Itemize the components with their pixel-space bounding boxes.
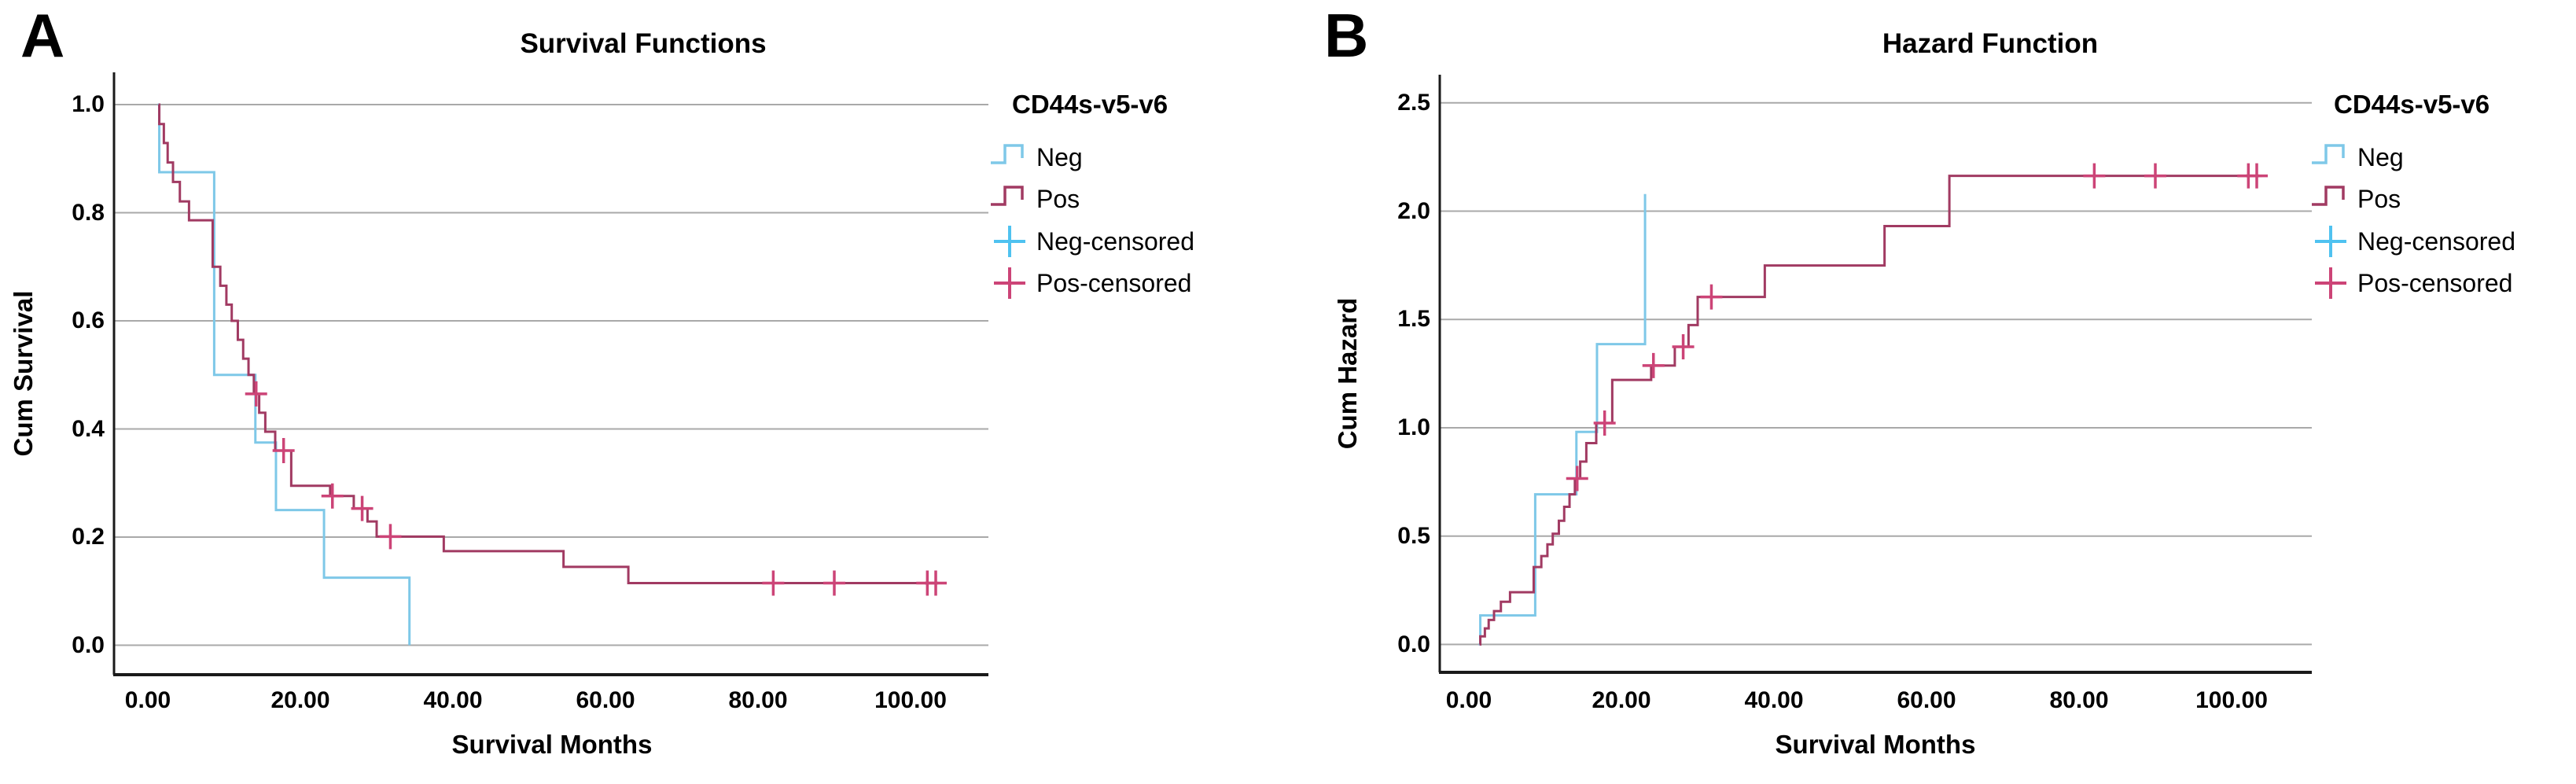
legend-item-label: Neg [2357,142,2404,171]
pos-censored-mark [2083,163,2106,189]
pos-censored-mark [823,570,845,596]
x-tick-label: 80.00 [728,687,788,713]
y-tick-label: 1.0 [72,91,105,117]
y-tick-label: 0.5 [1397,522,1430,549]
pos-censored-mark [925,570,948,596]
y-tick-label: 2.0 [1397,197,1430,224]
x-tick-label: 40.00 [423,687,483,713]
x-tick-label: 20.00 [270,687,330,713]
y-tick-label: 1.5 [1397,306,1430,333]
legend-item-neg: Neg [989,136,1083,179]
y-tick-label: 1.0 [1397,414,1430,440]
panel-a-title: Survival Functions [520,28,767,59]
legend-item-label: Neg-censored [2357,226,2515,256]
step-line-icon [991,186,1024,206]
pos-censored-mark [321,483,344,509]
plus-censor-icon [994,226,1025,257]
panel-b-letter: B [1324,1,1369,70]
panel-b-y-axis-title: Cum Hazard [1333,297,1362,450]
y-tick-label: 0.0 [72,631,105,658]
legend-item-label: Pos-censored [2357,268,2513,297]
plus-censor-icon [2315,226,2346,257]
panel-b-title: Hazard Function [1882,28,2099,59]
y-tick-label: 0.0 [1397,631,1430,657]
neg-curve [1478,193,1647,646]
x-tick-label: 20.00 [1592,687,1651,713]
pos-censored-mark [1672,333,1695,359]
pos-censored-mark [2246,163,2269,189]
panel-a-y-axis-title: Cum Survival [9,290,38,457]
pos-censored-mark [2144,163,2166,189]
panel-b-x-axis-title: Survival Months [1775,730,1976,759]
legend-item-label: Pos-censored [1036,268,1192,297]
pos-censored-mark [245,381,267,407]
x-tick-label: 60.00 [1897,687,1956,713]
x-tick-label: 40.00 [1744,687,1804,713]
step-line-icon [2312,144,2345,164]
legend-item-pos-censored: Pos-censored [989,262,1191,304]
y-tick-label: 0.6 [72,307,105,333]
pos-curve [158,103,941,584]
step-line-icon [2312,186,2345,206]
legend-item-label: Neg-censored [1036,226,1194,256]
legend-item-label: Pos [2357,184,2401,213]
panel-b-legend-title: CD44s-v5-v6 [2334,90,2490,119]
legend-item-pos-censored: Pos-censored [2310,262,2512,304]
pos-censored-mark [1566,466,1588,491]
legend-item-neg: Neg [2310,136,2404,179]
x-tick-label: 100.00 [874,687,947,713]
legend-item-neg-censored: Neg-censored [989,220,1194,263]
x-tick-label: 0.00 [124,687,171,713]
y-tick-label: 0.2 [72,524,105,550]
step-line-icon [991,144,1024,164]
legend-item-label: Neg [1036,142,1083,171]
x-tick-label: 60.00 [576,687,635,713]
y-tick-label: 2.5 [1397,89,1430,116]
x-tick-label: 0.00 [1445,687,1492,713]
panel-a-letter: A [20,1,65,70]
plus-censor-icon [994,267,1025,299]
pos-censored-mark [351,495,374,521]
pos-curve [1479,175,2262,646]
legend-item-pos: Pos [989,178,1080,220]
pos-censored-mark [762,570,785,596]
legend-item-pos: Pos [2310,178,2401,220]
panel-a-legend-title: CD44s-v5-v6 [1012,90,1168,119]
x-tick-label: 100.00 [2195,687,2268,713]
pos-censored-mark [1642,352,1665,378]
pos-censored-mark [272,438,295,463]
pos-censored-mark [1593,410,1616,436]
y-tick-label: 0.8 [72,199,105,226]
legend-item-neg-censored: Neg-censored [2310,220,2515,263]
neg-curve [157,103,411,646]
y-tick-label: 0.4 [72,415,105,442]
plus-censor-icon [2315,267,2346,299]
pos-censored-mark [379,524,402,550]
panel-a-x-axis-title: Survival Months [451,730,653,759]
pos-censored-mark [1700,284,1723,310]
x-tick-label: 80.00 [2049,687,2109,713]
legend-item-label: Pos [1036,184,1080,213]
